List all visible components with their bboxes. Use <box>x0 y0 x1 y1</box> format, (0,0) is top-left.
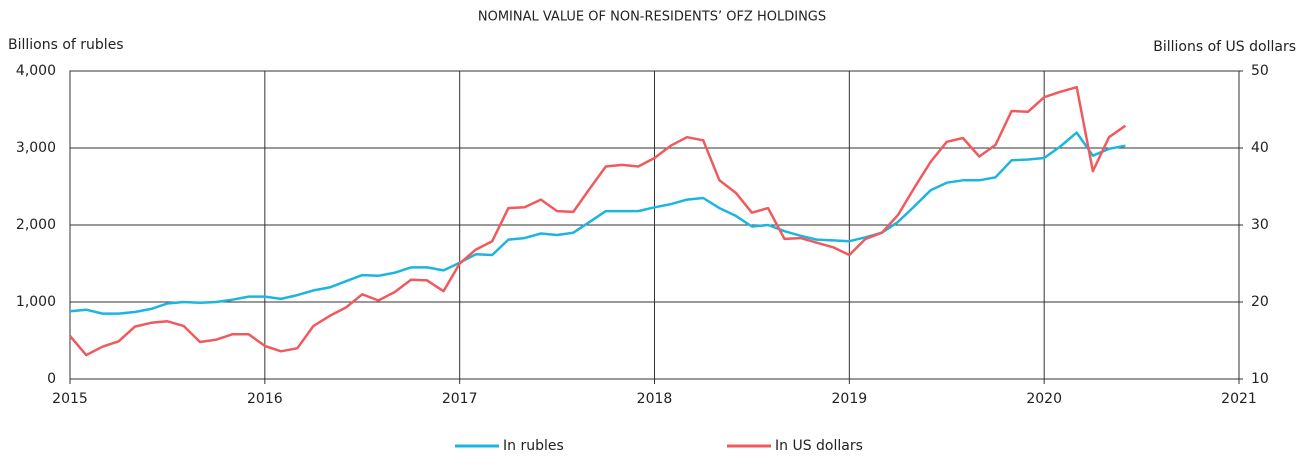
y2-tick-label: 40 <box>1251 140 1269 156</box>
y2-axis-label: Billions of US dollars <box>1153 39 1296 55</box>
y2-tick-label: 50 <box>1251 63 1269 79</box>
y2-tick-label: 10 <box>1251 371 1269 387</box>
legend-label: In US dollars <box>775 438 863 454</box>
y-tick-label: 4,000 <box>16 63 56 79</box>
x-tick-label: 2018 <box>637 391 673 407</box>
y-tick-label: 2,000 <box>16 217 56 233</box>
y-axis-label: Billions of rubles <box>8 37 124 53</box>
series-line <box>69 131 1126 315</box>
x-tick-label: 2015 <box>52 391 88 407</box>
chart-title: NOMINAL VALUE OF NON-RESIDENTS’ OFZ HOLD… <box>478 10 826 25</box>
y-tick-label: 3,000 <box>16 140 56 156</box>
x-tick-label: 2016 <box>247 391 283 407</box>
y-tick-label: 0 <box>47 371 56 387</box>
x-tick-label: 2017 <box>442 391 478 407</box>
legend-label: In rubles <box>503 438 564 454</box>
y2-tick-label: 30 <box>1251 217 1269 233</box>
y-tick-label: 1,000 <box>16 294 56 310</box>
x-tick-label: 2020 <box>1026 391 1062 407</box>
x-tick-label: 2021 <box>1221 391 1257 407</box>
x-tick-label: 2019 <box>832 391 868 407</box>
series-line <box>69 85 1127 357</box>
y2-tick-label: 20 <box>1251 294 1269 310</box>
